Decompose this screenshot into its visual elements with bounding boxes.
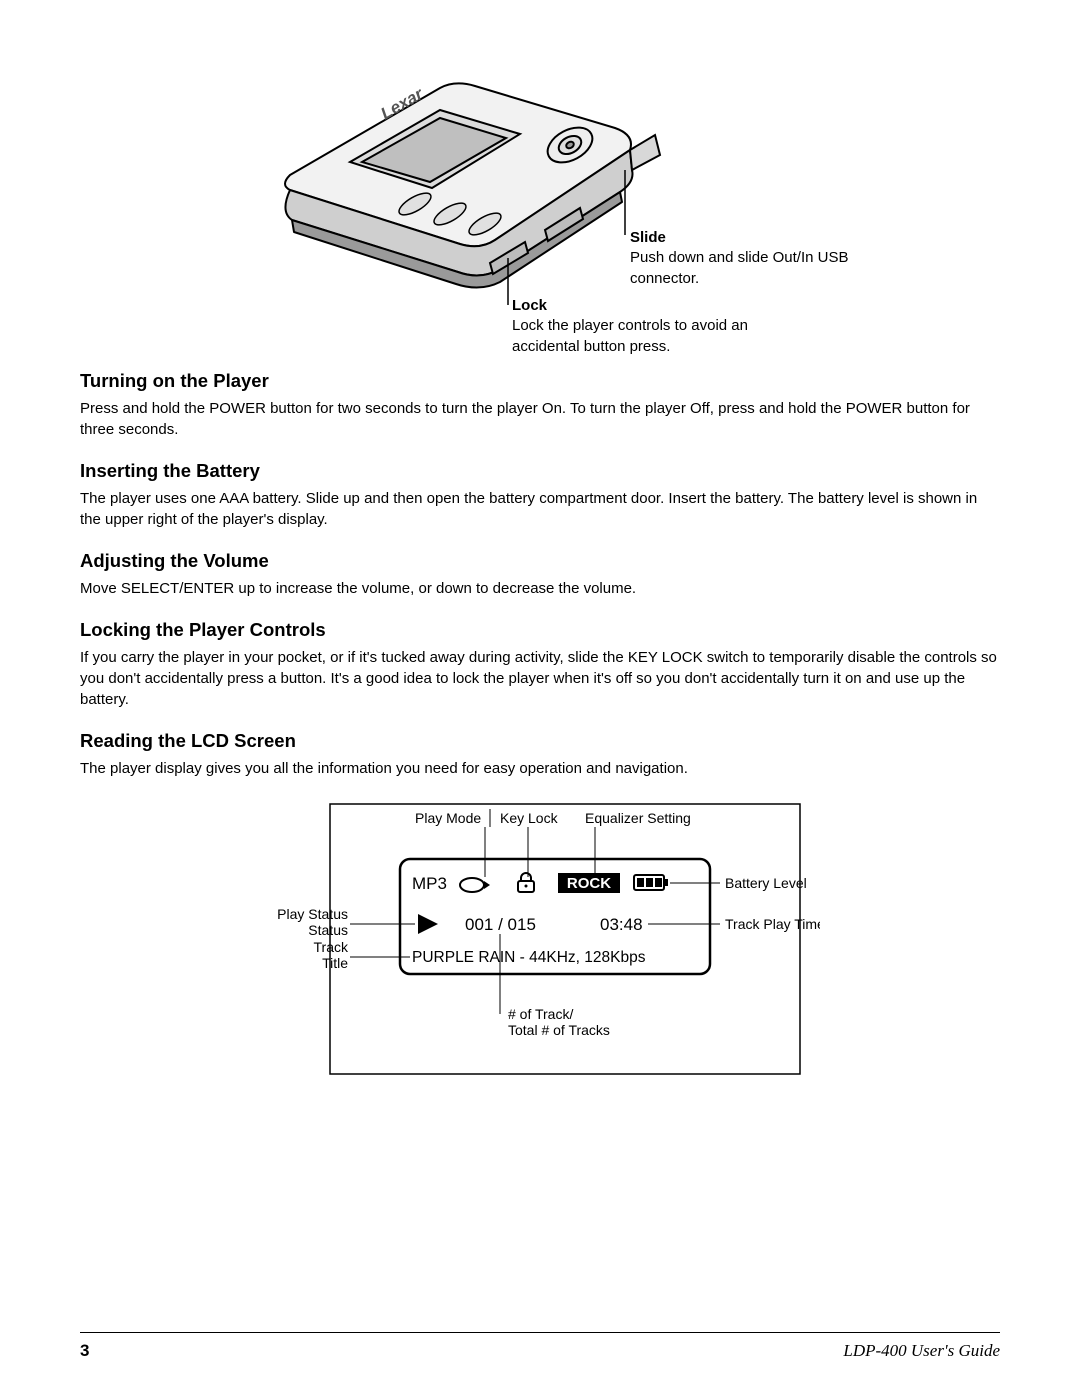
lcd-diagram: Play Mode Key Lock Equalizer Setting MP3… [260,799,820,1079]
svg-text:Title: Title [322,955,348,971]
svg-text:Status: Status [308,922,348,938]
svg-text:Track Play Time: Track Play Time [725,916,820,932]
heading-lcd: Reading the LCD Screen [80,730,1000,752]
svg-text:Play Mode: Play Mode [415,810,481,826]
section-volume: Adjusting the Volume Move SELECT/ENTER u… [80,550,1000,599]
heading-volume: Adjusting the Volume [80,550,1000,572]
lock-icon [518,873,534,892]
device-diagram-area: Lexar Slide Push down and slide Out/In U… [240,60,840,350]
heading-battery: Inserting the Battery [80,460,1000,482]
svg-text:MP3: MP3 [412,874,447,893]
callout-lock-body: Lock the player controls to avoid an acc… [512,316,792,357]
guide-title: LDP-400 User's Guide [843,1341,1000,1361]
page-number: 3 [80,1341,89,1361]
svg-text:PURPLE RAIN - 44KHz, 128Kbps: PURPLE RAIN - 44KHz, 128Kbps [412,949,646,966]
section-locking: Locking the Player Controls If you carry… [80,619,1000,710]
body-lcd: The player display gives you all the inf… [80,758,1000,779]
callout-slide-body: Push down and slide Out/In USB connector… [630,248,860,289]
callout-lock-title: Lock [512,296,792,316]
svg-text:03:48: 03:48 [600,915,643,934]
svg-text:Play Status: Play Status [277,906,348,922]
svg-text:Total # of Tracks: Total # of Tracks [508,1022,610,1038]
body-turning-on: Press and hold the POWER button for two … [80,398,1000,440]
page-footer: 3 LDP-400 User's Guide [80,1332,1000,1361]
callout-slide: Slide Push down and slide Out/In USB con… [630,228,860,289]
play-icon [418,914,438,934]
repeat-icon [460,878,490,892]
heading-locking: Locking the Player Controls [80,619,1000,641]
body-battery: The player uses one AAA battery. Slide u… [80,488,1000,530]
callout-slide-title: Slide [630,228,860,248]
svg-text:001 / 015: 001 / 015 [465,915,536,934]
section-battery: Inserting the Battery The player uses on… [80,460,1000,530]
heading-turning-on: Turning on the Player [80,370,1000,392]
svg-text:Track: Track [314,939,349,955]
svg-text:Key Lock: Key Lock [500,810,559,826]
body-volume: Move SELECT/ENTER up to increase the vol… [80,578,1000,599]
section-lcd: Reading the LCD Screen The player displa… [80,730,1000,779]
svg-text:ROCK: ROCK [567,875,611,892]
svg-text:# of Track/: # of Track/ [508,1006,573,1022]
body-locking: If you carry the player in your pocket, … [80,647,1000,710]
svg-text:Battery Level: Battery Level [725,875,807,891]
battery-icon [634,875,668,890]
section-turning-on: Turning on the Player Press and hold the… [80,370,1000,440]
svg-text:Equalizer Setting: Equalizer Setting [585,810,691,826]
callout-lock: Lock Lock the player controls to avoid a… [512,296,792,357]
